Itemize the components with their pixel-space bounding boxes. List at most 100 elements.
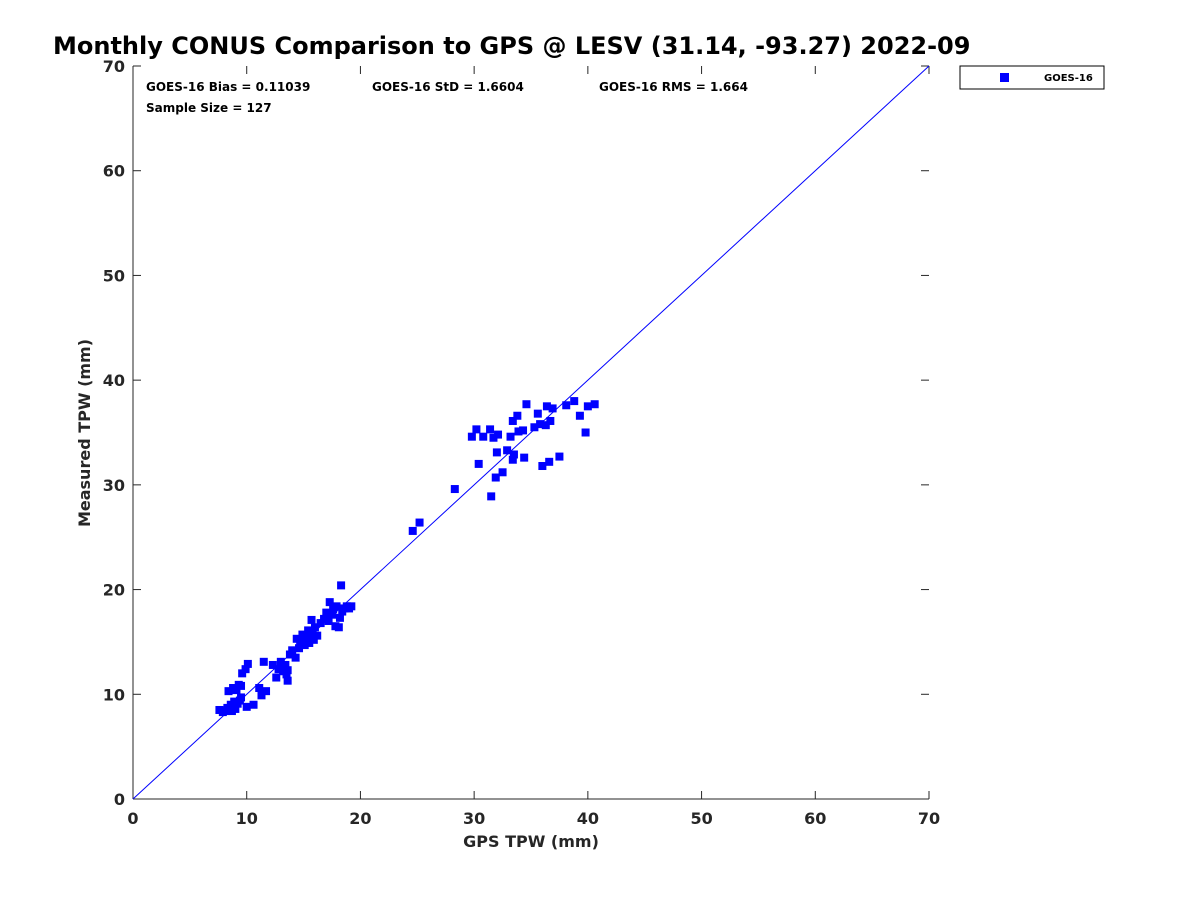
- data-point: [309, 635, 318, 644]
- data-point: [542, 402, 551, 411]
- data-point: [322, 608, 331, 617]
- data-point: [541, 421, 550, 430]
- data-point: [332, 602, 341, 611]
- data-point: [291, 653, 300, 662]
- data-point: [281, 660, 290, 669]
- data-point: [520, 453, 529, 462]
- data-point: [538, 462, 547, 471]
- data-point: [232, 686, 241, 695]
- y-tick-label: 20: [103, 581, 125, 600]
- data-point: [347, 602, 356, 611]
- bias-stat: GOES-16 Bias = 0.11039: [146, 80, 310, 94]
- data-point: [590, 400, 599, 409]
- legend-label-goes16: GOES-16: [1044, 73, 1093, 84]
- data-point: [276, 657, 285, 666]
- data-point: [255, 684, 264, 693]
- data-point: [513, 411, 522, 420]
- x-tick-label: 20: [349, 809, 371, 828]
- y-tick-label: 30: [103, 476, 125, 495]
- data-point: [530, 423, 539, 432]
- data-point: [283, 666, 292, 675]
- data-point: [570, 397, 579, 406]
- data-point: [305, 638, 314, 647]
- data-point: [489, 433, 498, 442]
- x-tick-label: 30: [463, 809, 485, 828]
- data-point: [492, 448, 501, 457]
- data-point: [224, 687, 233, 696]
- data-point: [243, 659, 252, 668]
- x-tick-label: 70: [918, 809, 940, 828]
- y-tick-label: 60: [103, 162, 125, 181]
- data-point: [486, 425, 495, 434]
- data-point: [555, 452, 564, 461]
- legend-box: [959, 65, 1105, 90]
- data-point: [295, 644, 304, 653]
- data-point: [334, 623, 343, 632]
- chart-title: Monthly CONUS Comparison to GPS @ LESV (…: [53, 32, 970, 60]
- x-tick-label: 0: [127, 809, 138, 828]
- data-point: [508, 455, 517, 464]
- data-point: [274, 665, 283, 674]
- x-tick-label: 40: [577, 809, 599, 828]
- data-point: [546, 416, 555, 425]
- sample-size-stat: Sample Size = 127: [146, 101, 272, 115]
- data-point: [320, 614, 329, 623]
- data-point: [562, 401, 571, 410]
- one-to-one-line: [132, 65, 930, 800]
- data-point: [506, 432, 515, 441]
- data-point: [249, 700, 258, 709]
- x-axis-label: GPS TPW (mm): [463, 832, 599, 851]
- data-point: [272, 673, 281, 682]
- data-point: [282, 670, 291, 679]
- data-point: [299, 635, 308, 644]
- data-point: [581, 428, 590, 437]
- data-point: [503, 446, 512, 455]
- y-tick-label: 40: [103, 371, 125, 390]
- data-point: [304, 626, 313, 635]
- data-point: [479, 432, 488, 441]
- data-point: [514, 427, 523, 436]
- data-point: [491, 473, 500, 482]
- data-point: [498, 468, 507, 477]
- data-point: [316, 619, 325, 628]
- data-point: [522, 400, 531, 409]
- data-point: [337, 581, 346, 590]
- data-point: [308, 628, 317, 637]
- data-point: [328, 610, 336, 619]
- data-point: [307, 615, 316, 624]
- data-point: [533, 409, 542, 418]
- legend: GOES-16: [959, 65, 1105, 90]
- data-point: [415, 518, 424, 527]
- data-point: [408, 526, 417, 535]
- data-point: [259, 657, 268, 666]
- y-axis: 0 10 20 30 40 50 60 70: [103, 57, 929, 809]
- data-point: [325, 598, 334, 607]
- data-point: [494, 430, 503, 439]
- data-point: [242, 702, 251, 711]
- data-point: [298, 630, 307, 639]
- data-point: [545, 457, 554, 466]
- data-point: [285, 650, 294, 659]
- data-point: [237, 681, 246, 690]
- data-point: [575, 411, 584, 420]
- data-point: [300, 641, 309, 650]
- x-tick-label: 50: [690, 809, 712, 828]
- data-point: [519, 426, 528, 435]
- data-point: [508, 416, 517, 425]
- data-point: [238, 669, 247, 678]
- data-point: [335, 613, 344, 622]
- data-point: [288, 646, 297, 655]
- data-point: [310, 623, 319, 632]
- data-point: [283, 676, 292, 685]
- y-tick-label: 50: [103, 266, 125, 285]
- data-point: [231, 704, 240, 713]
- data-point: [467, 432, 476, 441]
- data-point: [268, 660, 277, 669]
- x-axis: 0 10 20 30 40 50 60 70: [127, 66, 940, 828]
- data-point: [450, 485, 459, 494]
- y-tick-label: 10: [103, 685, 125, 704]
- data-point: [241, 665, 250, 674]
- data-series-goes16: [215, 397, 599, 717]
- std-stat: GOES-16 StD = 1.6604: [372, 80, 524, 94]
